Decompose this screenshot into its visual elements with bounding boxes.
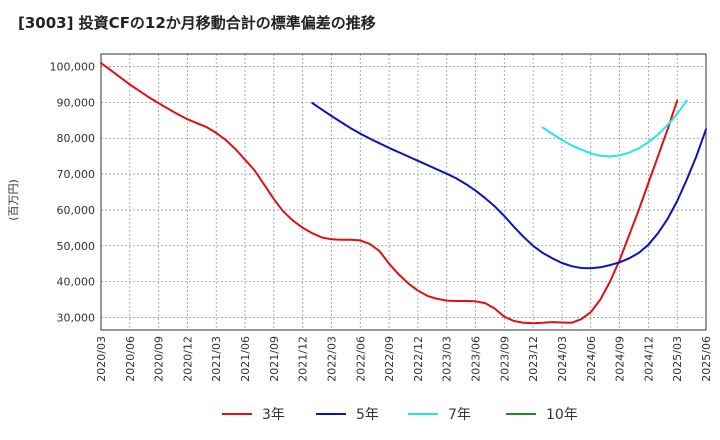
- x-tick-label: 2021/06: [239, 336, 252, 382]
- x-tick-label: 2024/03: [556, 336, 569, 382]
- series-line-5年: [311, 102, 707, 270]
- x-tick-label: 2025/03: [671, 336, 684, 382]
- x-tick-label: 2021/09: [268, 336, 281, 382]
- y-tick-label: 30,000: [57, 311, 96, 324]
- legend-label: 3年: [262, 407, 285, 423]
- plot-area: [100, 53, 707, 331]
- x-tick-label: 2021/03: [210, 336, 223, 382]
- y-tick-label: 50,000: [57, 240, 96, 253]
- x-tick-label: 2025/06: [700, 336, 713, 382]
- x-tick-label: 2021/12: [297, 336, 310, 382]
- y-tick-label: 40,000: [57, 276, 96, 289]
- x-tick-label: 2022/09: [383, 336, 396, 382]
- x-tick-label: 2023/06: [470, 336, 483, 382]
- gridlines: [100, 54, 707, 330]
- series-lines: [100, 62, 707, 325]
- x-tick-label: 2023/09: [498, 336, 511, 382]
- x-tick-label: 2022/03: [325, 336, 338, 382]
- series-line-3年: [100, 62, 679, 325]
- x-tick-label: 2020/09: [153, 336, 166, 382]
- y-tick-label: 60,000: [57, 204, 96, 217]
- legend: 3年 5年 7年 10年: [222, 407, 578, 423]
- x-tick-label: 2022/06: [354, 336, 367, 382]
- legend-label: 5年: [356, 407, 379, 423]
- x-tick-label: 2022/12: [412, 336, 425, 382]
- y-tick-label: 90,000: [57, 96, 96, 109]
- y-axis-ticks: 30,000 40,000 50,000 60,000 70,000 80,000 90,0…: [50, 61, 96, 325]
- series-line-7年: [541, 99, 688, 158]
- x-tick-label: 2024/12: [642, 336, 655, 382]
- y-tick-label: 70,000: [57, 168, 96, 181]
- x-tick-label: 2024/09: [614, 336, 627, 382]
- y-axis-label: (百万円): [7, 179, 20, 221]
- legend-label: 10年: [546, 407, 578, 423]
- x-tick-label: 2023/03: [441, 336, 454, 382]
- y-tick-label: 100,000: [50, 61, 96, 74]
- x-tick-label: 2020/03: [95, 336, 108, 382]
- x-tick-label: 2023/12: [527, 336, 540, 382]
- chart-title: [3003] 投資CFの12か月移動合計の標準偏差の推移: [18, 14, 376, 32]
- x-tick-label: 2020/06: [124, 336, 137, 382]
- x-axis-ticks: 2020/03 2020/06 2020/09 2020/12 2021/03 2021/…: [95, 336, 713, 382]
- y-tick-label: 80,000: [57, 132, 96, 145]
- x-tick-label: 2020/12: [181, 336, 194, 382]
- x-tick-label: 2024/06: [585, 336, 598, 382]
- legend-label: 7年: [448, 407, 471, 423]
